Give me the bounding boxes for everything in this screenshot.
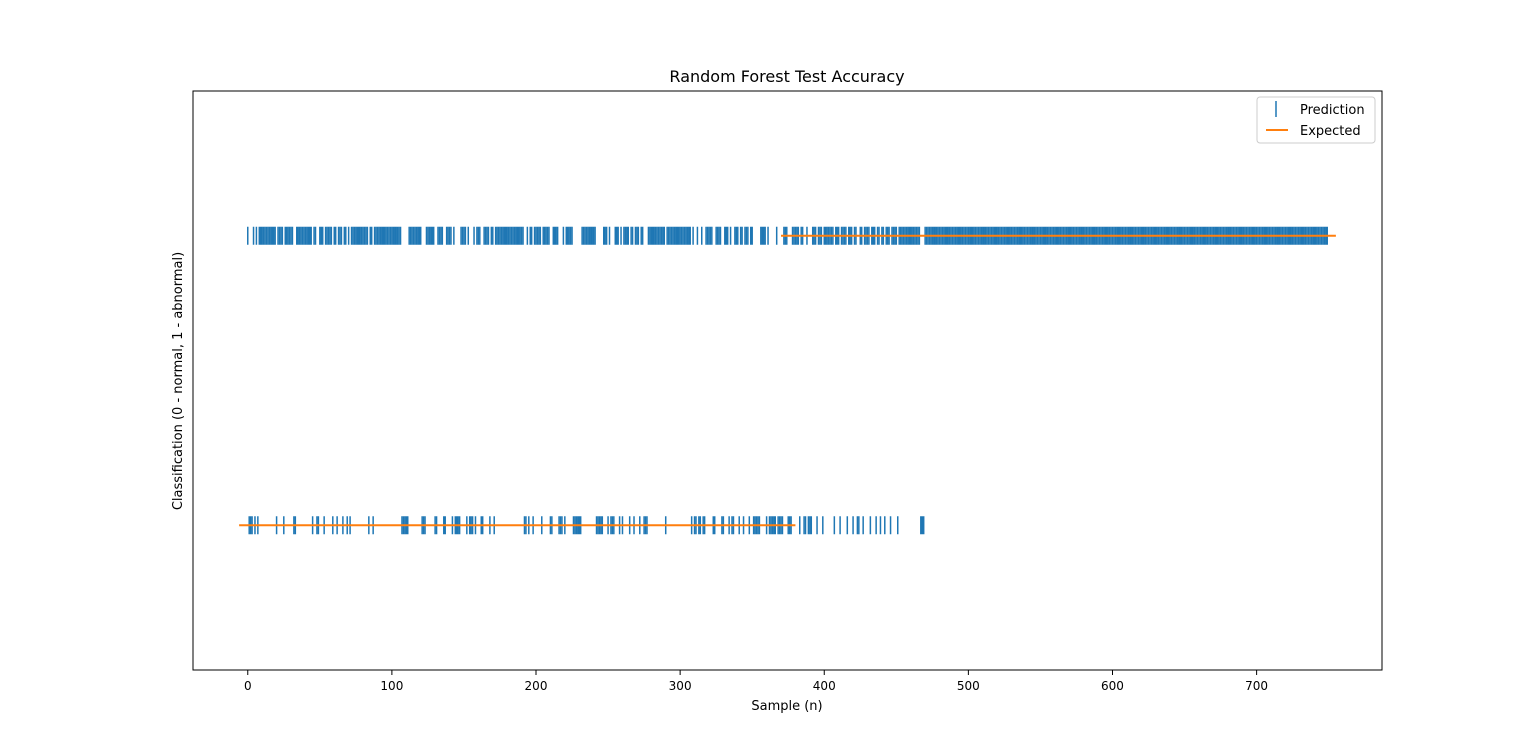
legend-expected-label: Expected	[1300, 124, 1361, 139]
x-tick-label: 400	[813, 679, 836, 693]
plot-marks	[239, 226, 1336, 535]
x-axis: 0 100 200 300 400 500 600 700	[244, 670, 1268, 693]
y-axis-label: Classification (0 - normal, 1 - abnormal…	[171, 252, 186, 510]
x-tick-label: 600	[1101, 679, 1124, 693]
legend-box	[1256, 96, 1376, 144]
x-tick-label: 500	[957, 679, 980, 693]
x-tick-label: 300	[669, 679, 692, 693]
plot-area-frame	[192, 90, 1383, 671]
x-tick-label: 0	[244, 679, 252, 693]
x-axis-label: Sample (n)	[751, 699, 822, 714]
x-tick-label: 100	[380, 679, 403, 693]
x-tick-label: 200	[525, 679, 548, 693]
legend-prediction-label: Prediction	[1300, 103, 1365, 118]
chart-title: Random Forest Test Accuracy	[669, 67, 904, 86]
x-tick-label: 700	[1245, 679, 1268, 693]
legend: Prediction Expected	[1256, 96, 1376, 144]
